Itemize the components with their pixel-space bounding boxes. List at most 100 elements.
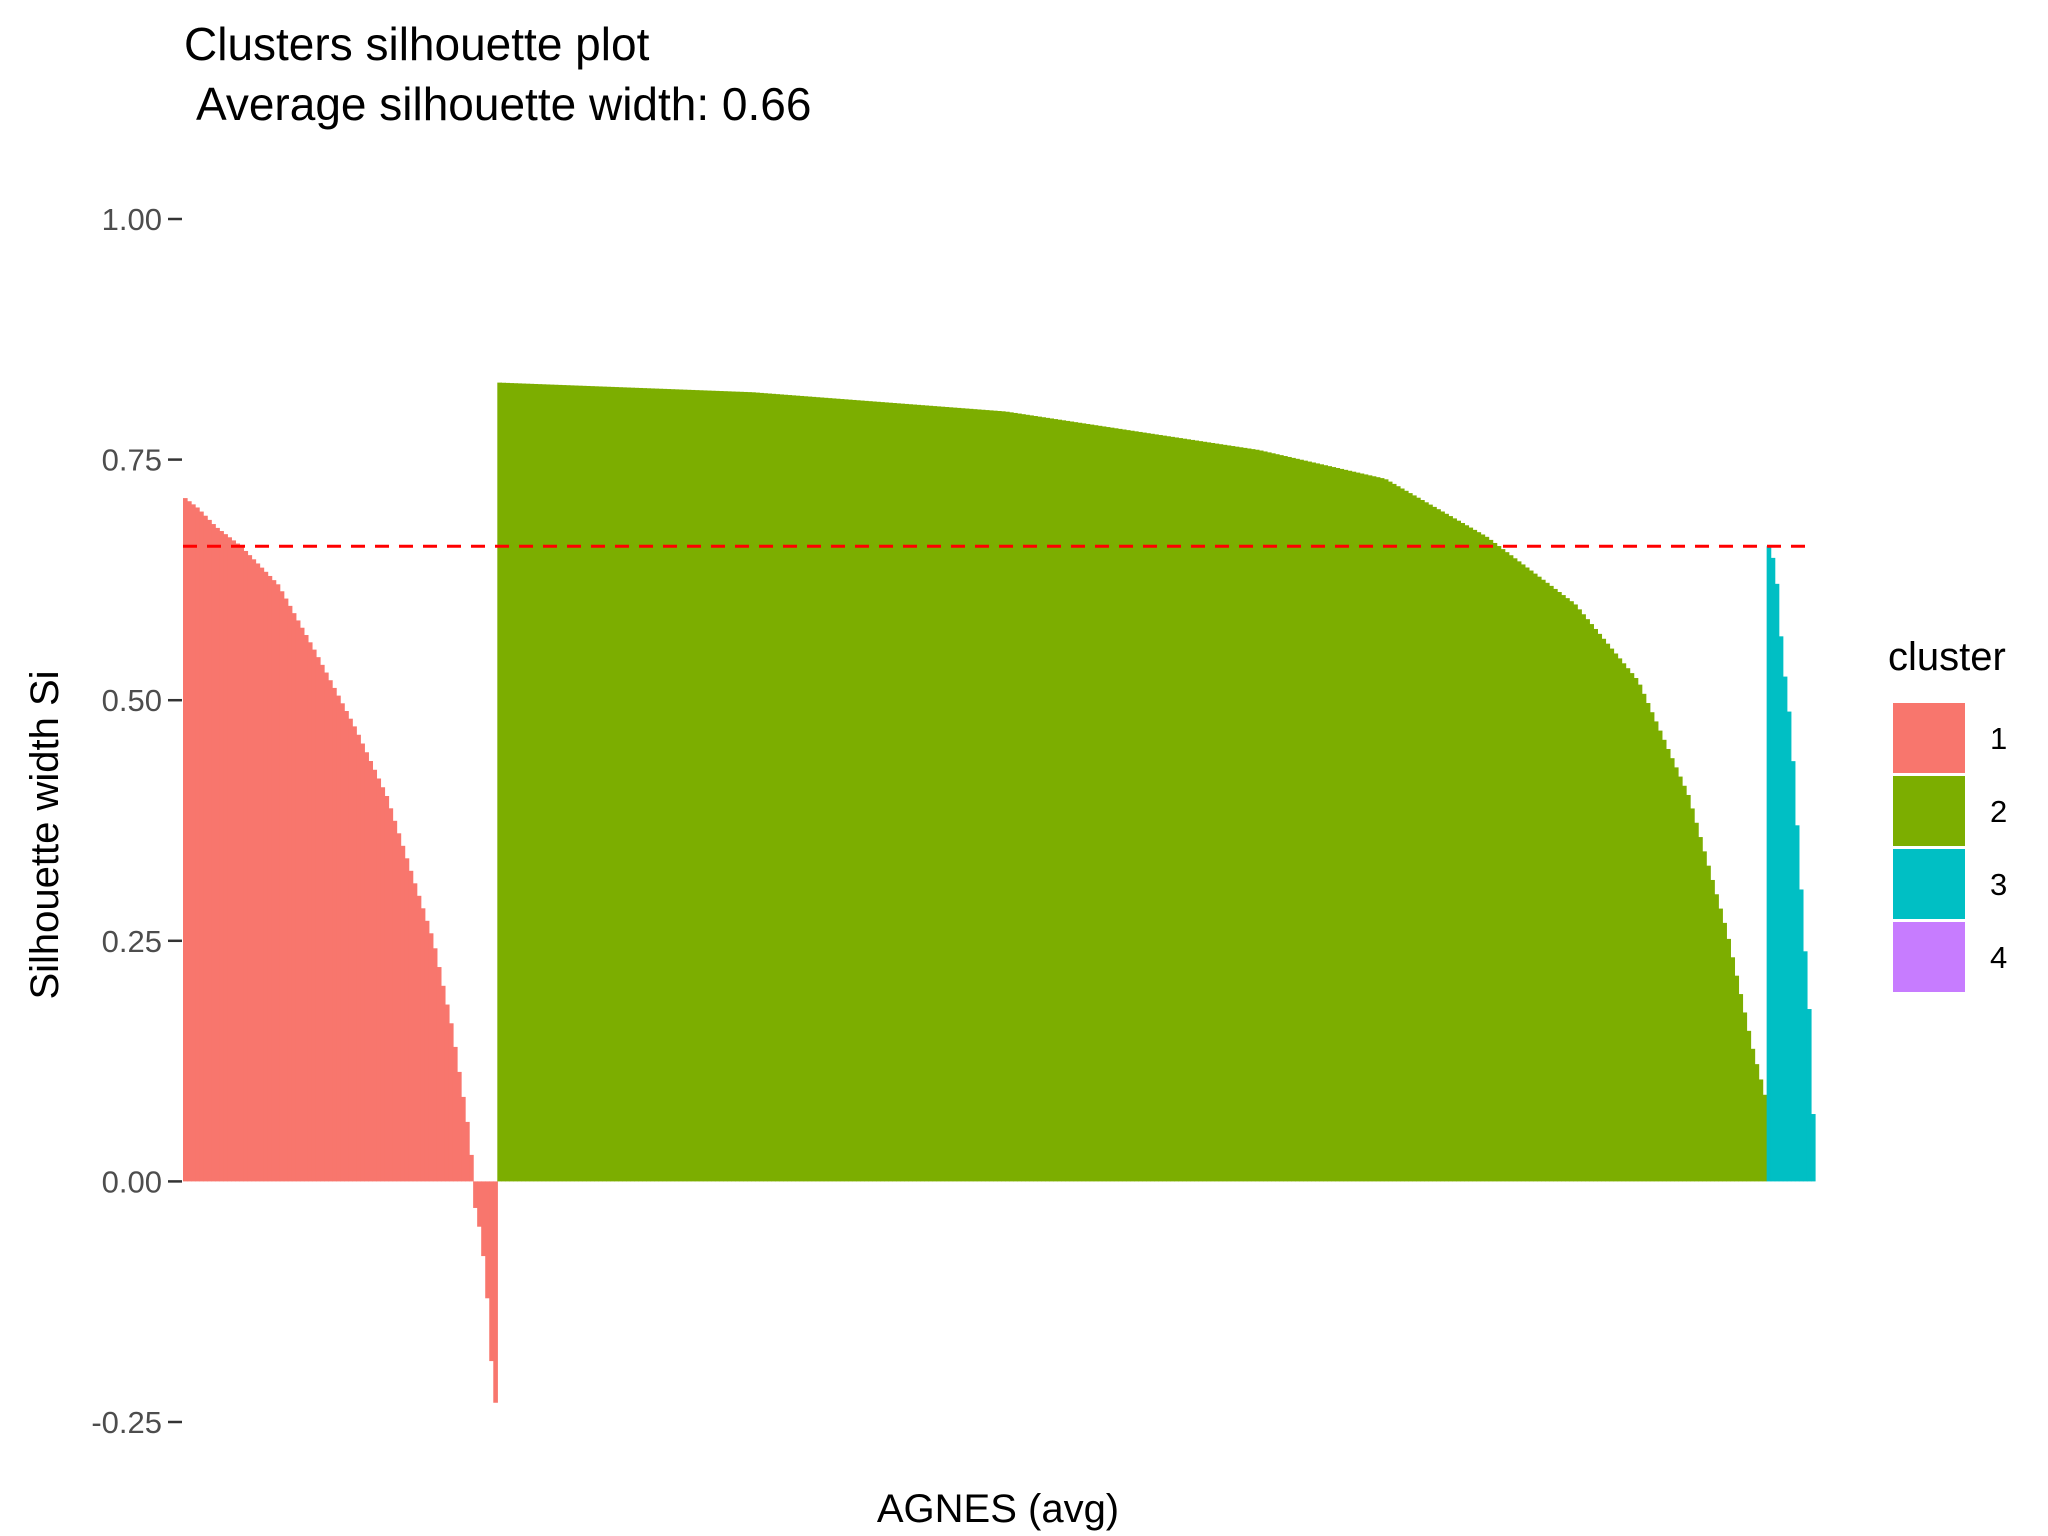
bar-cluster-2 xyxy=(1198,441,1204,1182)
bar-cluster-2 xyxy=(1661,739,1667,1182)
bar-cluster-2 xyxy=(1569,601,1574,1182)
bar-cluster-1 xyxy=(227,537,232,1182)
bar-cluster-2 xyxy=(1271,453,1276,1182)
bar-cluster-2 xyxy=(1351,471,1357,1182)
bar-cluster-1 xyxy=(203,515,208,1182)
bar-cluster-2 xyxy=(1669,758,1675,1182)
bar-cluster-2 xyxy=(1307,461,1312,1182)
bar-cluster-2 xyxy=(1174,437,1179,1182)
bar-cluster-1 xyxy=(283,598,289,1182)
bar-cluster-2 xyxy=(835,398,841,1182)
bar-cluster-2 xyxy=(1017,413,1022,1182)
x-axis-title: AGNES (avg) xyxy=(877,1487,1119,1531)
bar-cluster-2 xyxy=(1073,422,1079,1182)
bar-cluster-2 xyxy=(1150,433,1155,1182)
bar-cluster-2 xyxy=(1549,585,1554,1182)
bar-cluster-1 xyxy=(493,1181,498,1403)
bar-cluster-2 xyxy=(594,386,599,1182)
y-axis: 1.00 0.75 0.50 0.25 0.00 -0.25 xyxy=(91,202,182,1440)
bar-cluster-2 xyxy=(1730,957,1736,1182)
bar-cluster-2 xyxy=(1585,619,1590,1182)
y-tick-label: -0.25 xyxy=(91,1405,162,1440)
bar-cluster-2 xyxy=(501,382,506,1182)
bar-cluster-2 xyxy=(610,386,615,1182)
bar-cluster-2 xyxy=(1266,452,1272,1182)
bar-cluster-1 xyxy=(243,550,249,1182)
bar-cluster-2 xyxy=(1452,518,1457,1182)
bar-cluster-2 xyxy=(722,391,728,1182)
bar-cluster-2 xyxy=(1359,473,1365,1182)
bar-cluster-2 xyxy=(1516,561,1522,1182)
bar-cluster-2 xyxy=(1754,1064,1760,1182)
y-tick-label: 0.25 xyxy=(102,924,162,959)
bar-cluster-2 xyxy=(1565,598,1570,1182)
bar-cluster-2 xyxy=(1758,1079,1764,1182)
bar-cluster-2 xyxy=(545,384,551,1182)
bar-cluster-2 xyxy=(505,382,510,1182)
bar-cluster-2 xyxy=(884,402,889,1182)
bar-cluster-2 xyxy=(928,405,934,1182)
bar-cluster-2 xyxy=(1492,542,1498,1182)
bar-cluster-1 xyxy=(340,703,345,1182)
bar-cluster-3 xyxy=(1778,636,1784,1182)
bar-cluster-2 xyxy=(581,385,587,1182)
bar-cluster-2 xyxy=(1657,730,1663,1182)
bar-cluster-2 xyxy=(1125,430,1131,1182)
legend-label-1: 1 xyxy=(1990,721,2007,756)
bar-cluster-2 xyxy=(1714,894,1719,1182)
bar-cluster-2 xyxy=(706,390,712,1182)
bar-cluster-2 xyxy=(1327,466,1333,1182)
bar-cluster-2 xyxy=(996,410,1002,1182)
y-tick-label: 0.75 xyxy=(102,443,162,478)
bar-cluster-1 xyxy=(392,820,398,1182)
bar-cluster-2 xyxy=(819,397,825,1182)
bar-cluster-2 xyxy=(1154,434,1159,1182)
bar-cluster-2 xyxy=(642,388,648,1182)
bar-cluster-2 xyxy=(984,410,990,1182)
bar-cluster-3 xyxy=(1774,583,1780,1182)
bar-cluster-2 xyxy=(1424,502,1429,1182)
bar-cluster-2 xyxy=(771,393,776,1182)
bar-cluster-1 xyxy=(388,808,394,1182)
bar-cluster-1 xyxy=(231,540,236,1182)
bar-cluster-1 xyxy=(336,695,341,1182)
bar-cluster-1 xyxy=(364,752,369,1182)
bar-cluster-1 xyxy=(255,563,261,1182)
bar-cluster-2 xyxy=(1649,712,1655,1182)
bar-cluster-2 xyxy=(549,384,555,1182)
bars-group xyxy=(183,382,1816,1403)
bar-cluster-1 xyxy=(477,1181,482,1227)
bar-cluster-2 xyxy=(823,397,829,1182)
bar-cluster-2 xyxy=(1331,467,1337,1182)
bar-cluster-2 xyxy=(767,393,772,1182)
bar-cluster-1 xyxy=(461,1096,466,1182)
bar-cluster-2 xyxy=(714,390,720,1182)
legend-swatch-2 xyxy=(1893,776,1965,846)
bar-cluster-2 xyxy=(1480,534,1486,1182)
bar-cluster-2 xyxy=(1283,456,1288,1182)
bar-cluster-2 xyxy=(1625,668,1631,1182)
bar-cluster-2 xyxy=(964,408,970,1182)
bar-cluster-2 xyxy=(1206,442,1212,1182)
chart-subtitle: Average silhouette width: 0.66 xyxy=(196,78,811,130)
bar-cluster-2 xyxy=(1557,592,1562,1182)
y-tick-label: 0.00 xyxy=(102,1164,162,1199)
bar-cluster-2 xyxy=(513,383,519,1182)
bar-cluster-3 xyxy=(1794,825,1800,1182)
bar-cluster-1 xyxy=(432,948,438,1182)
bar-cluster-2 xyxy=(1222,444,1228,1182)
bar-cluster-2 xyxy=(509,383,515,1182)
bar-cluster-2 xyxy=(614,387,619,1182)
bar-cluster-3 xyxy=(1786,711,1792,1182)
bar-cluster-1 xyxy=(457,1071,462,1182)
bar-cluster-2 xyxy=(521,383,527,1182)
bar-cluster-2 xyxy=(976,409,982,1182)
bar-cluster-2 xyxy=(1367,475,1373,1182)
bar-cluster-1 xyxy=(195,507,200,1182)
bar-cluster-1 xyxy=(219,531,224,1182)
bar-cluster-2 xyxy=(1105,427,1111,1182)
bar-cluster-2 xyxy=(1488,539,1494,1182)
bar-cluster-2 xyxy=(1291,457,1296,1182)
bar-cluster-2 xyxy=(1178,438,1183,1182)
bar-cluster-2 xyxy=(646,388,652,1182)
